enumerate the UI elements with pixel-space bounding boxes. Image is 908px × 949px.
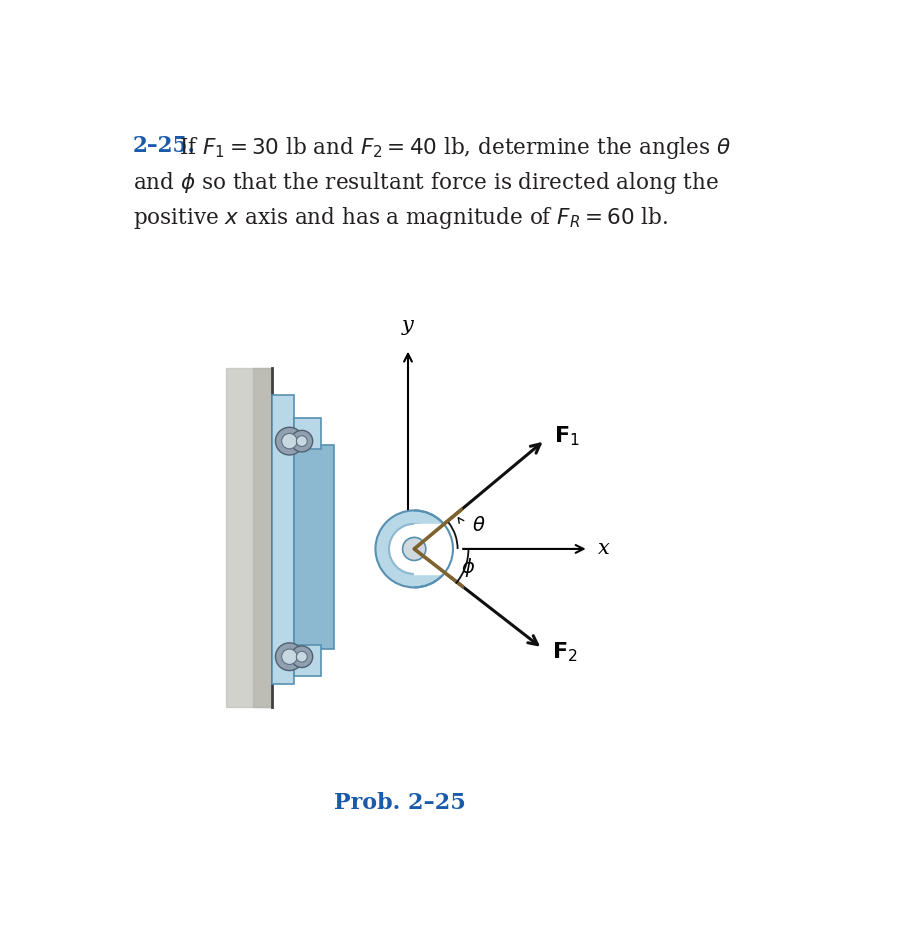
Text: Prob. 2–25: Prob. 2–25 <box>334 792 466 814</box>
Bar <box>272 395 294 683</box>
Circle shape <box>281 649 297 664</box>
Text: $\phi$: $\phi$ <box>461 556 476 579</box>
Text: If $F_1 = 30$ lb and $F_2 = 40$ lb, determine the angles $\theta$: If $F_1 = 30$ lb and $F_2 = 40$ lb, dete… <box>180 136 732 161</box>
Circle shape <box>296 436 307 447</box>
Text: and $\phi$ so that the resultant force is directed along the: and $\phi$ so that the resultant force i… <box>133 170 719 196</box>
Polygon shape <box>253 368 272 707</box>
Bar <box>294 418 321 449</box>
Polygon shape <box>414 524 460 574</box>
Text: $\theta$: $\theta$ <box>471 516 485 535</box>
Bar <box>294 445 334 649</box>
Text: $\mathbf{F}_2$: $\mathbf{F}_2$ <box>552 641 577 664</box>
Circle shape <box>275 642 303 671</box>
Circle shape <box>375 511 453 587</box>
Text: positive $x$ axis and has a magnitude of $F_R = 60$ lb.: positive $x$ axis and has a magnitude of… <box>133 205 668 231</box>
Circle shape <box>389 524 439 574</box>
Circle shape <box>402 537 426 561</box>
Circle shape <box>291 430 312 452</box>
Text: $\mathbf{F}_1$: $\mathbf{F}_1$ <box>554 424 580 448</box>
Text: x: x <box>597 539 609 558</box>
Circle shape <box>296 651 307 662</box>
Text: y: y <box>402 316 414 335</box>
Circle shape <box>281 434 297 449</box>
Circle shape <box>291 646 312 667</box>
Bar <box>294 645 321 676</box>
Text: 2–25.: 2–25. <box>133 136 196 158</box>
Polygon shape <box>226 368 272 707</box>
Circle shape <box>275 427 303 455</box>
